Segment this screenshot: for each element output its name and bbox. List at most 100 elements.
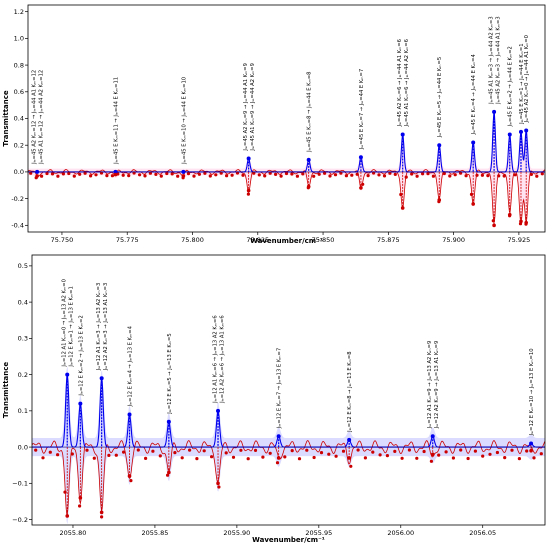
transition-label: Jₗₑ=12 A1 Kₘ=6 → Jₗₑ=13 A2 Kₘ=6 — [213, 315, 219, 404]
trough-marker — [430, 452, 435, 457]
residual-marker — [350, 173, 354, 177]
residual-marker — [186, 172, 191, 176]
residual-marker — [466, 456, 470, 461]
y-axis-label: Transmittance — [2, 362, 10, 419]
x-tick-label: 2055.85 — [141, 529, 168, 537]
peak-marker — [99, 376, 104, 381]
residual-marker — [231, 455, 236, 459]
trough-marker — [276, 456, 281, 460]
peak-marker — [430, 434, 435, 439]
residual-marker — [246, 192, 250, 196]
residual-marker — [495, 450, 499, 455]
transition-label: Jₗₑ=12 A2 Kₘ=3 → Jₗₑ=13 A1 Kₘ=3 — [103, 283, 109, 372]
chart-panel-top: Jₗₑ=45 A2 Kₘ=12 → Jₗₑ=44 A1 Kₘ=12 Jₗₑ=45 … — [2, 4, 546, 245]
x-tick-label: 75.875 — [377, 236, 400, 244]
residual-marker — [327, 452, 331, 456]
peak-marker — [166, 419, 171, 424]
trough-marker — [492, 223, 496, 228]
residual-marker — [176, 174, 180, 178]
y-axis-label: Transmittance — [2, 90, 10, 147]
residual-marker — [257, 173, 261, 177]
transition-label: Jₗₑ=12 E Kₘ=4 → Jₗₑ=13 E Kₘ=4 — [128, 325, 134, 407]
plot-area — [28, 109, 545, 229]
residual-marker — [253, 448, 258, 452]
residual-marker — [349, 464, 353, 468]
residual-marker — [415, 456, 419, 460]
model-trace — [28, 112, 545, 173]
plot-area — [32, 366, 545, 525]
peak-marker — [127, 412, 132, 417]
residual-marker — [45, 171, 49, 176]
residual-marker — [415, 174, 419, 178]
transition-label: Jₗₑ=12 E Kₘ=10 → Jₗₑ=13 E Kₘ=10 — [529, 348, 535, 436]
trough-marker — [216, 481, 220, 486]
transition-label: Jₗₑ=45 E Kₘ=1 → Jₗₑ=44 E Kₘ=1 — [519, 43, 525, 124]
residual-marker — [72, 174, 76, 178]
residual-marker — [188, 448, 192, 452]
residual-marker — [85, 448, 89, 452]
transition-label: Jₗₑ=45 E Kₘ=10 → Jₗₑ=44 E Kₘ=10 — [181, 77, 187, 165]
residual-marker — [78, 172, 82, 176]
x-tick-label: 2055.95 — [305, 529, 332, 537]
residual-marker — [138, 173, 142, 177]
residual-marker — [513, 173, 517, 177]
residual-marker — [195, 457, 199, 461]
transition-label: Jₗₑ=45 A2 Kₘ=9 → Jₗₑ=44 A1 Kₘ=9 — [243, 63, 249, 152]
residual-marker — [295, 174, 299, 178]
y-tick-label: -0.4 — [11, 222, 24, 230]
residual-marker — [339, 171, 343, 175]
residual-marker — [159, 174, 163, 178]
residual-marker — [268, 171, 272, 175]
residual-marker — [356, 448, 360, 452]
residual-marker — [503, 456, 507, 460]
transition-label: Jₗₑ=45 A2 Kₘ=12 → Jₗₑ=44 A1 Kₘ=12 — [32, 70, 38, 165]
residual-marker — [459, 448, 463, 452]
trough-marker — [113, 172, 118, 177]
residual-marker — [305, 448, 309, 452]
transition-label: Jₗₑ=12 A1 Kₘ=9 → Jₗₑ=13 A2 Kₘ=9 — [427, 341, 433, 430]
transition-label: Jₗₑ=12 A2 Kₘ=6 → Jₗₑ=13 A1 Kₘ=6 — [220, 315, 226, 404]
y-tick-label: 0.6 — [14, 88, 24, 96]
residual-marker — [143, 174, 147, 178]
residual-marker — [208, 174, 212, 178]
transition-label: Jₗₑ=45 E Kₘ=5 → Jₗₑ=44 E Kₘ=5 — [437, 57, 443, 138]
peak-marker — [306, 157, 311, 162]
x-tick-label: 75.775 — [116, 236, 139, 244]
residual-marker — [279, 174, 283, 178]
peak-marker — [181, 169, 186, 174]
residual-marker — [275, 461, 280, 465]
residual-marker — [170, 172, 174, 176]
residual-marker — [385, 454, 389, 458]
y-tick-label: 0.0 — [18, 443, 28, 451]
residual-marker — [83, 171, 87, 175]
x-tick-label: 2055.80 — [60, 529, 87, 537]
trough-marker — [99, 510, 104, 515]
residual-marker — [241, 173, 245, 177]
transition-label: Jₗₑ=12 E Kₘ=7 → Jₗₑ=13 E Kₘ=7 — [277, 348, 283, 429]
peak-marker — [437, 143, 442, 148]
residual-marker — [50, 172, 55, 176]
residual-marker — [268, 451, 272, 455]
residual-marker — [122, 450, 126, 454]
uncertainty-band — [32, 366, 545, 525]
residual-marker — [210, 455, 214, 459]
transition-label: Jₗₑ=45 E Kₘ=2 → Jₗₑ=44 E Kₘ=2 — [508, 46, 514, 127]
residual-marker — [197, 172, 201, 176]
residual-marker — [486, 174, 490, 178]
x-tick-label: 2056.00 — [387, 529, 414, 537]
residual-marker — [284, 171, 289, 176]
residual-marker — [378, 453, 382, 457]
y-tick-label: −0.1 — [12, 480, 28, 488]
trough-marker — [78, 496, 83, 500]
residual-marker — [421, 172, 425, 176]
residual-marker — [40, 174, 44, 178]
residual-marker — [224, 451, 228, 455]
residual-marker — [129, 479, 133, 483]
residual-marker — [333, 173, 338, 177]
residual-marker — [319, 451, 324, 455]
trough-marker — [524, 220, 528, 225]
y-tick-label: -0.2 — [11, 195, 24, 203]
residual-marker — [429, 459, 433, 463]
x-axis-label: Wavenumber/cm⁻¹ — [250, 237, 323, 245]
y-tick-label: −0.2 — [12, 516, 28, 524]
